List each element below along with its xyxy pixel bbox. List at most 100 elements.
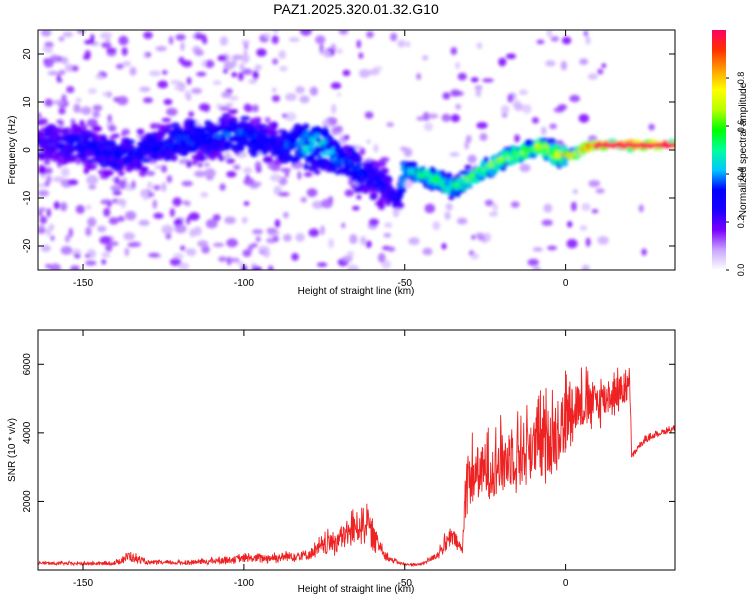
spectrogram-noise-cell	[186, 248, 197, 257]
spectrogram-ridge-cell	[161, 117, 172, 123]
spectrogram-noise-cell	[319, 43, 324, 53]
spectrogram-noise-cell	[364, 111, 374, 119]
spectrogram-ridge-cell	[394, 202, 405, 209]
spectrogram-ridge-cell	[121, 128, 131, 136]
spectrogram-noise-cell	[45, 263, 52, 269]
spectrogram-noise-cell	[143, 97, 153, 104]
spectrogram-noise-cell	[236, 261, 245, 266]
spectrogram-ridge-cell	[356, 194, 362, 200]
spectrogram-ridge-cell	[160, 124, 166, 130]
spectrogram-noise-cell	[342, 69, 351, 77]
spectrogram-noise-cell	[514, 134, 520, 143]
spectrogram-noise-cell	[540, 126, 547, 136]
spectrogram-noise-cell	[117, 215, 125, 222]
spectrogram-noise-cell	[130, 241, 142, 248]
spectrogram-noise-cell	[299, 95, 310, 104]
spectrogram-noise-cell	[455, 62, 461, 70]
snr-xlabel: Height of straight line (km)	[298, 584, 415, 595]
spectrogram-noise-cell	[271, 95, 281, 103]
spectrogram-noise-cell	[455, 103, 462, 110]
spectrogram-noise-cell	[143, 31, 153, 39]
spectrogram-noise-cell	[416, 72, 422, 80]
spectrogram-ytick-label: -20	[22, 238, 33, 253]
spectrogram-noise-cell	[588, 179, 601, 188]
spectrogram-noise-cell	[217, 54, 227, 62]
spectrogram-noise-cell	[358, 68, 371, 79]
spectrogram-noise-cell	[45, 167, 53, 175]
spectrogram-noise-cell	[297, 171, 302, 180]
spectrogram-noise-cell	[58, 69, 66, 76]
spectrogram-noise-cell	[194, 49, 204, 57]
spectrogram-ridge-cell	[303, 171, 313, 177]
spectrogram-noise-cell	[591, 209, 599, 214]
spectrogram-ridge-cell	[251, 104, 259, 113]
spectrogram-ridge-cell	[188, 111, 195, 118]
spectrogram-noise-cell	[467, 154, 477, 164]
spectrogram-noise-cell	[341, 222, 346, 229]
spectrogram-noise-cell	[278, 191, 290, 197]
spectrogram-noise-cell	[475, 87, 482, 98]
spectrogram-ridge-cell	[165, 123, 172, 131]
spectrogram-noise-cell	[74, 253, 81, 259]
spectrogram-noise-cell	[360, 235, 367, 246]
spectrogram-noise-cell	[272, 30, 279, 34]
spectrogram-noise-cell	[416, 116, 425, 121]
spectrogram-noise-cell	[465, 134, 472, 144]
spectrogram-ridge-cell	[377, 202, 386, 209]
spectrogram-ridge-cell	[220, 123, 229, 128]
spectrogram-ridge-cell	[359, 147, 366, 156]
colorbar-gradient	[712, 30, 726, 270]
spectrogram-ridge-cell	[309, 141, 317, 148]
spectrogram-noise-cell	[241, 39, 250, 45]
spectrogram-noise-cell	[315, 35, 326, 45]
spectrogram-ridge-cell	[313, 169, 321, 175]
spectrogram-noise-cell	[100, 199, 112, 205]
snr-frame	[37, 329, 676, 571]
spectrogram-noise-cell	[581, 264, 590, 270]
spectrogram-noise-cell	[501, 113, 508, 118]
spectrogram-noise-cell	[545, 60, 556, 67]
spectrogram-noise-cell	[456, 217, 468, 225]
spectrogram-ridge-cell	[39, 118, 49, 125]
spectrogram-noise-cell	[174, 224, 187, 234]
spectrogram-ridge-cell	[382, 168, 389, 174]
spectrogram-noise-cell	[223, 152, 232, 160]
spectrogram-noise-cell	[38, 183, 47, 188]
snr-ytick-label: 4000	[22, 421, 33, 444]
spectrogram-noise-cell	[546, 245, 558, 251]
spectrogram-noise-cell	[306, 188, 318, 197]
spectrogram-noise-cell	[561, 36, 572, 45]
spectrogram-noise-cell	[482, 238, 487, 244]
spectrogram-heatmap	[38, 30, 675, 270]
spectrogram-noise-cell	[205, 218, 218, 229]
spectrogram-noise-cell	[237, 71, 244, 81]
spectrogram-noise-cell	[101, 42, 112, 49]
spectrogram-noise-cell	[228, 257, 240, 263]
spectrogram-noise-cell	[432, 221, 441, 231]
spectrogram-ridge-cell	[146, 170, 156, 176]
spectrogram-noise-cell	[399, 146, 408, 152]
spectrogram-ytick-label: 0	[22, 147, 33, 153]
spectrogram-noise-cell	[218, 256, 227, 262]
spectrogram-noise-cell	[41, 30, 52, 37]
spectrogram-noise-cell	[64, 234, 70, 243]
spectrogram-noise-cell	[67, 179, 79, 186]
spectrogram-noise-cell	[251, 266, 263, 270]
spectrogram-ridge-cell	[218, 155, 225, 162]
spectrogram-noise-cell	[309, 86, 319, 96]
spectrogram-noise-cell	[470, 77, 479, 83]
spectrogram-noise-cell	[243, 201, 250, 206]
spectrogram-noise-cell	[180, 41, 185, 52]
spectrogram-noise-cell	[365, 240, 372, 248]
spectrogram-ridge-cell	[127, 139, 136, 144]
spectrogram-noise-cell	[479, 133, 488, 142]
spectrogram-noise-cell	[165, 232, 172, 240]
spectrogram-noise-cell	[441, 113, 451, 122]
spectrogram-ridge-cell	[67, 145, 75, 152]
spectrogram-noise-cell	[224, 102, 234, 108]
spectrogram-noise-cell	[142, 190, 149, 201]
spectrogram-ridge-cell	[186, 160, 192, 168]
spectrogram-noise-cell	[243, 177, 255, 186]
spectrogram-noise-cell	[115, 63, 124, 70]
